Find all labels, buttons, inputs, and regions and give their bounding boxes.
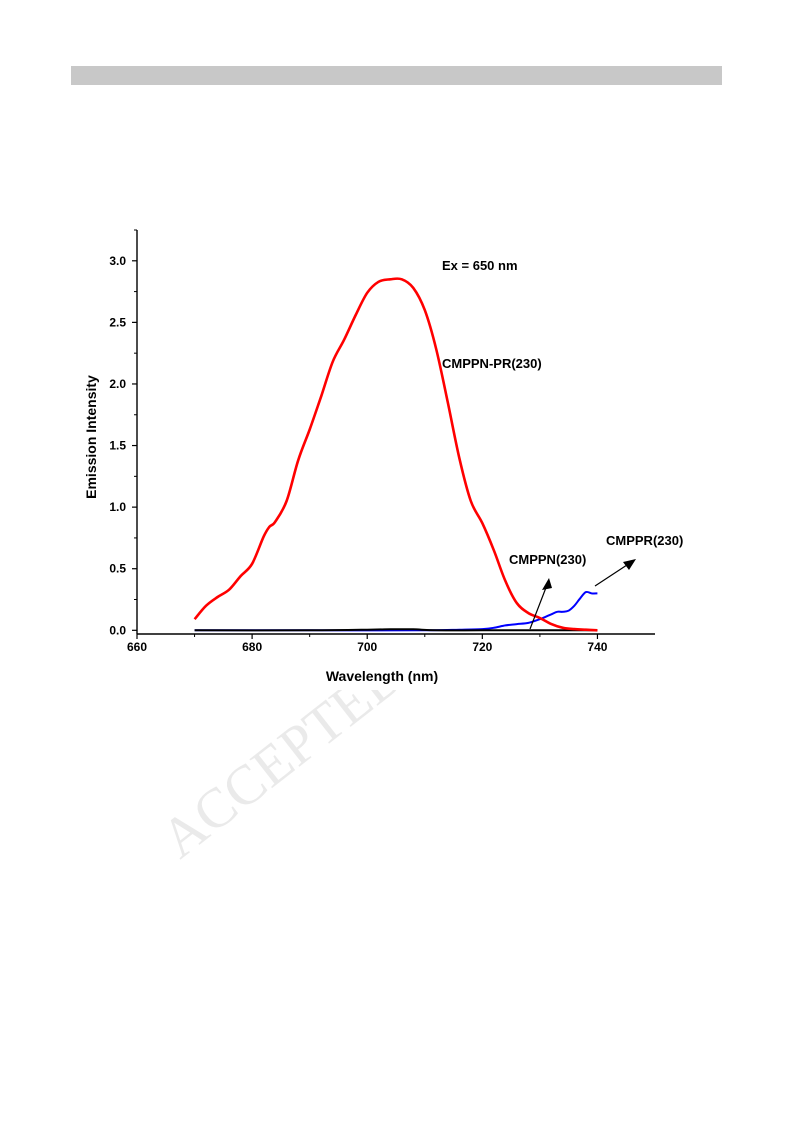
series-layer (193, 277, 598, 632)
y-tick-label: 0.0 (109, 623, 126, 637)
y-tick-label: 2.0 (109, 377, 126, 391)
cmppn-arrow (529, 578, 552, 630)
y-tick-label: 3.0 (109, 254, 126, 268)
cmppr-label: CMPPR(230) (606, 533, 683, 548)
watermark: ACCEPTED MANUSCRIPT (150, 690, 410, 870)
x-tick-label: 700 (357, 640, 377, 654)
cmppn-label: CMPPN(230) (509, 552, 586, 567)
chart-ticks: 660 680 700 720 740 0.0 0.5 1.0 1.5 2.0 2.5 3.0 (109, 229, 608, 654)
excitation-label: Ex = 650 nm (442, 258, 518, 273)
y-tick-label: 0.5 (109, 562, 126, 576)
x-tick-label: 720 (472, 640, 492, 654)
series-line-cmppn-pr-230 (193, 277, 598, 632)
y-tick-label: 2.5 (109, 315, 126, 329)
y-tick-label: 1.5 (109, 439, 126, 453)
y-axis-title: Emission Intensity (83, 375, 99, 499)
header-bar (71, 66, 722, 85)
series-line-cmppn-230 (194, 628, 598, 632)
cmppn-pr-label: CMPPN-PR(230) (442, 356, 542, 371)
y-tick-label: 1.0 (109, 500, 126, 514)
cmppr-arrow (594, 559, 636, 587)
x-axis-title: Wavelength (nm) (326, 668, 438, 684)
x-tick-label: 680 (242, 640, 262, 654)
x-tick-label: 740 (587, 640, 607, 654)
x-tick-label: 660 (127, 640, 147, 654)
chart-axes (136, 230, 655, 635)
